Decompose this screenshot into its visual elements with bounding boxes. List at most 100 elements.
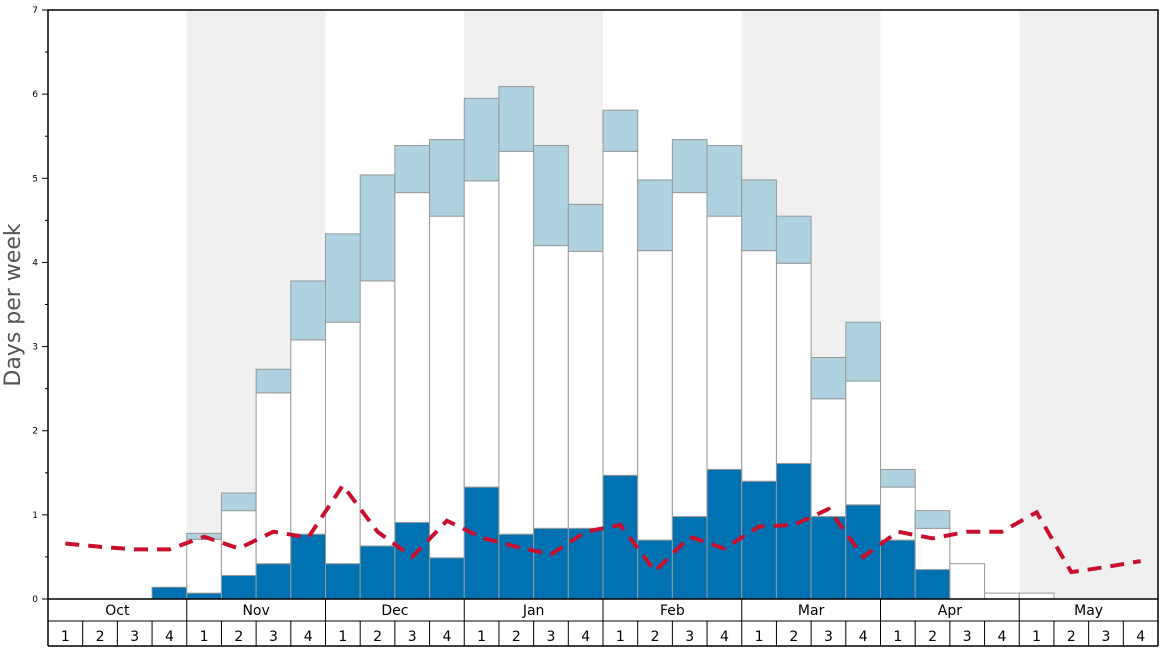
bar-dark-segment — [775, 463, 812, 600]
bar-dark-segment — [255, 563, 292, 600]
week-label: 1 — [477, 629, 486, 645]
week-label: 2 — [1067, 629, 1076, 645]
bar-dark-segment — [498, 533, 535, 600]
bar-white-segment — [186, 538, 222, 594]
y-tick-label: 4 — [32, 258, 38, 268]
bar-light-segment — [637, 179, 673, 252]
bar-white-segment — [463, 180, 500, 488]
week-label: 3 — [547, 629, 556, 645]
average-line-layer — [65, 481, 1142, 575]
bar-dark-segment — [914, 569, 951, 600]
bar-dark-segment — [880, 539, 916, 600]
bar-dark-segment — [186, 592, 222, 600]
bar-light-segment — [775, 215, 812, 264]
bar-light-segment — [533, 144, 569, 247]
bar-dark-segment — [151, 586, 188, 600]
bar-light-segment — [741, 179, 777, 252]
bar-light-segment — [498, 86, 535, 152]
bar-white-segment — [533, 245, 569, 529]
bar-dark-segment — [602, 474, 639, 600]
month-label: Oct — [105, 603, 130, 619]
month-label: Feb — [660, 603, 685, 619]
y-axis: 0 1 2 3 4 5 6 7 — [32, 6, 48, 605]
bar-light-segment — [810, 357, 847, 400]
week-label: 2 — [512, 629, 521, 645]
week-label: 4 — [1136, 629, 1145, 645]
bar-light-segment — [325, 233, 361, 323]
bar-white-segment — [949, 563, 986, 600]
bar-white-segment — [429, 215, 465, 559]
y-tick-label: 2 — [32, 427, 38, 437]
bar-white-segment — [671, 192, 708, 518]
bar-white-segment — [602, 150, 639, 476]
bar-dark-segment — [220, 574, 257, 600]
week-label: 4 — [581, 629, 590, 645]
bar-white-segment — [845, 380, 881, 506]
week-label: 1 — [338, 629, 347, 645]
week-label: 2 — [651, 629, 660, 645]
bar-light-segment — [671, 139, 708, 194]
y-tick-label: 1 — [32, 511, 38, 521]
bar-dark-segment — [706, 468, 743, 600]
bar-white-segment — [325, 321, 361, 565]
bar-light-segment — [394, 144, 431, 194]
bar-white-segment — [1018, 592, 1055, 600]
bar-light-segment — [706, 144, 743, 217]
week-label: 4 — [165, 629, 174, 645]
week-label: 4 — [720, 629, 729, 645]
month-label: May — [1074, 603, 1103, 619]
y-tick-label: 6 — [32, 90, 38, 100]
bar-dark-segment — [290, 533, 326, 600]
week-label: 1 — [893, 629, 902, 645]
month-label: Dec — [381, 603, 408, 619]
bar-dark-segment — [463, 486, 500, 600]
y-tick-label: 5 — [32, 174, 38, 184]
x-axis: Oct Nov Dec Jan Feb Mar Apr May 1 2 3 4 1 2 3 4 1 2 3 4 1 2 3 4… — [47, 599, 1159, 647]
week-label: 3 — [963, 629, 972, 645]
bar-dark-segment — [741, 480, 777, 600]
week-label: 3 — [408, 629, 417, 645]
y-tick-label: 0 — [32, 595, 38, 605]
week-label: 1 — [616, 629, 625, 645]
bar-light-segment — [567, 203, 604, 252]
y-tick-label: 7 — [32, 6, 38, 16]
bar-dark-segment — [429, 557, 465, 600]
week-label: 4 — [997, 629, 1006, 645]
week-label: 3 — [130, 629, 139, 645]
month-shade — [1019, 10, 1158, 599]
bar-light-segment — [255, 368, 292, 394]
bar-dark-segment — [325, 563, 361, 600]
bar-light-segment — [880, 468, 916, 488]
bar-white-segment — [637, 250, 673, 541]
bar-light-segment — [914, 510, 951, 529]
month-label: Mar — [798, 603, 825, 619]
bar-white-segment — [359, 280, 396, 547]
week-label: 2 — [234, 629, 243, 645]
week-label: 1 — [200, 629, 209, 645]
bar-white-segment — [741, 250, 777, 482]
bar-white-segment — [810, 398, 847, 518]
week-label: 3 — [824, 629, 833, 645]
week-label: 3 — [1102, 629, 1111, 645]
bar-dark-segment — [359, 545, 396, 600]
bar-light-segment — [845, 321, 881, 382]
week-label: 1 — [755, 629, 764, 645]
bar-dark-segment — [533, 527, 569, 600]
month-label: Nov — [242, 603, 269, 619]
y-tick-label: 3 — [32, 343, 38, 353]
y-axis-title: Days per week — [1, 223, 26, 386]
bar-white-segment — [394, 192, 431, 523]
bar-dark-segment — [394, 521, 431, 600]
week-label: 2 — [96, 629, 105, 645]
week-label: 2 — [373, 629, 382, 645]
week-label: 1 — [61, 629, 70, 645]
bar-dark-segment — [637, 539, 673, 600]
week-label: 4 — [304, 629, 313, 645]
bar-light-segment — [220, 492, 257, 512]
week-label: 3 — [269, 629, 278, 645]
bar-white-segment — [290, 339, 326, 535]
bar-dark-segment — [671, 516, 708, 600]
bar-white-segment — [567, 250, 604, 529]
bars — [151, 86, 1055, 600]
